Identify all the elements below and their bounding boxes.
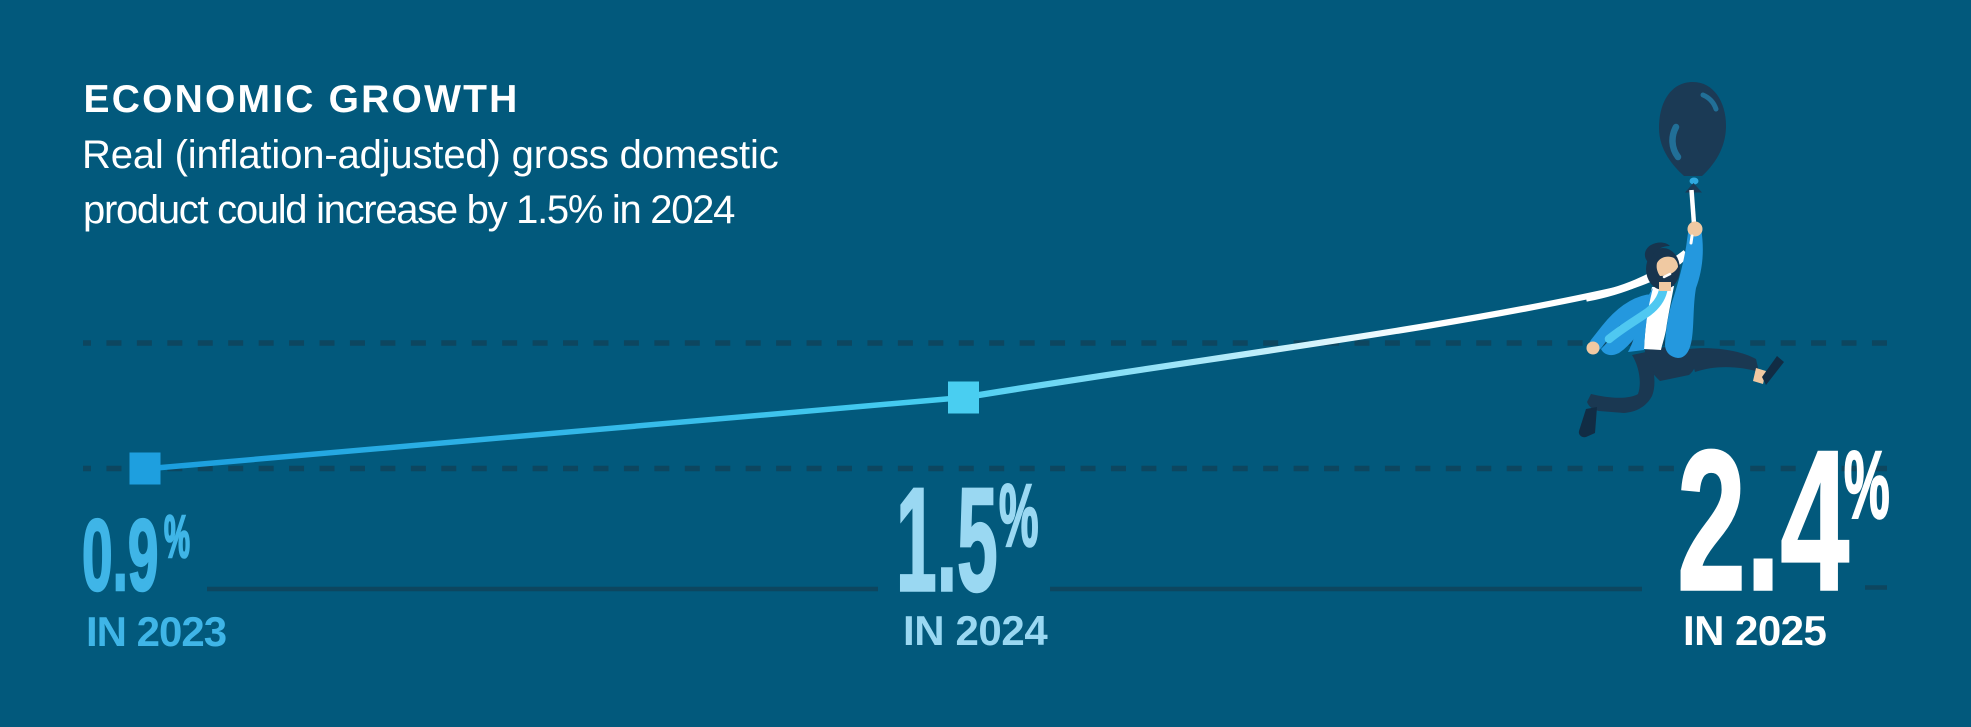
svg-text:Real (inflation-adjusted) gros: Real (inflation-adjusted) gross domestic — [82, 133, 779, 177]
svg-text:IN 2024: IN 2024 — [903, 607, 1048, 654]
svg-text:IN 2023: IN 2023 — [86, 608, 226, 655]
svg-text:%: % — [1844, 432, 1890, 539]
svg-text:ECONOMIC GROWTH: ECONOMIC GROWTH — [84, 78, 520, 121]
svg-text:1.5: 1.5 — [896, 456, 998, 622]
svg-text:product could increase by 1.5%: product could increase by 1.5% in 2024 — [83, 188, 735, 232]
svg-text:0.9: 0.9 — [82, 499, 158, 612]
svg-text:%: % — [164, 504, 190, 570]
svg-text:%: % — [999, 466, 1039, 564]
svg-text:2.4: 2.4 — [1677, 409, 1849, 633]
svg-text:IN 2025: IN 2025 — [1683, 607, 1826, 654]
